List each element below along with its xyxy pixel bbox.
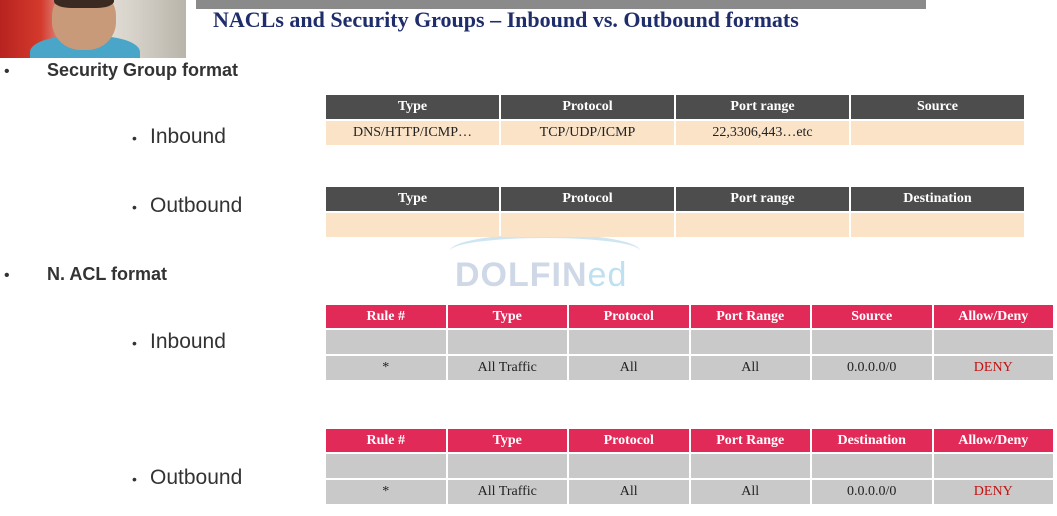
- table-row: * All Traffic All All 0.0.0.0/0 DENY: [326, 356, 1053, 380]
- table-cell: All: [690, 480, 810, 504]
- column-header: Protocol: [501, 95, 674, 119]
- table-cell: [326, 330, 446, 354]
- table-header-row: Rule # Type Protocol Port Range Destinat…: [326, 429, 1053, 452]
- table-cell: [501, 213, 674, 237]
- table-cell: 0.0.0.0/0: [812, 356, 932, 380]
- column-header: Port Range: [690, 305, 810, 328]
- column-header: Allow/Deny: [933, 429, 1053, 452]
- table-cell: *: [326, 480, 446, 504]
- table-cell: 22,3306,443…etc: [676, 121, 849, 145]
- table-cell: [447, 330, 567, 354]
- table-cell: [569, 330, 689, 354]
- table-row: [326, 213, 1024, 237]
- presenter-webcam: [0, 0, 186, 58]
- table-cell: [326, 454, 446, 478]
- column-header: Port range: [676, 187, 849, 211]
- deny-cell: DENY: [933, 480, 1053, 504]
- table-cell: All: [690, 356, 810, 380]
- column-header: Destination: [851, 187, 1024, 211]
- presenter-head: [52, 0, 116, 50]
- bullet-icon: •: [132, 471, 137, 487]
- column-header: Type: [447, 429, 567, 452]
- table-cell: *: [326, 356, 446, 380]
- table-row: [326, 330, 1053, 354]
- column-header: Rule #: [326, 305, 446, 328]
- watermark-main: DOLFIN: [455, 256, 588, 294]
- table-header-row: Type Protocol Port range Destination: [326, 187, 1024, 211]
- table-header-row: Type Protocol Port range Source: [326, 95, 1024, 119]
- table-row: * All Traffic All All 0.0.0.0/0 DENY: [326, 480, 1053, 504]
- nacl-inbound-table: Rule # Type Protocol Port Range Source A…: [324, 303, 1055, 382]
- table-cell: [690, 454, 810, 478]
- table-cell: All Traffic: [447, 480, 567, 504]
- table-cell: [690, 330, 810, 354]
- sg-inbound-label: Inbound: [150, 125, 226, 148]
- table-row: [326, 454, 1053, 478]
- column-header: Type: [447, 305, 567, 328]
- table-cell: All Traffic: [447, 356, 567, 380]
- column-header: Type: [326, 187, 499, 211]
- table-header-row: Rule # Type Protocol Port Range Source A…: [326, 305, 1053, 328]
- deny-cell: DENY: [933, 356, 1053, 380]
- table-cell: [569, 454, 689, 478]
- column-header: Port range: [676, 95, 849, 119]
- sg-outbound-table: Type Protocol Port range Destination: [324, 185, 1026, 239]
- table-cell: TCP/UDP/ICMP: [501, 121, 674, 145]
- column-header: Port Range: [690, 429, 810, 452]
- column-header: Rule #: [326, 429, 446, 452]
- watermark-suffix: ed: [587, 256, 628, 294]
- table-cell: [676, 213, 849, 237]
- watermark-logo: DOLFINed: [455, 256, 627, 295]
- table-cell: DNS/HTTP/ICMP…: [326, 121, 499, 145]
- nacl-heading: N. ACL format: [47, 264, 168, 284]
- nacl-outbound-label: Outbound: [150, 466, 243, 489]
- nacl-outbound-table: Rule # Type Protocol Port Range Destinat…: [324, 427, 1055, 506]
- table-cell: [851, 121, 1024, 145]
- column-header: Destination: [812, 429, 932, 452]
- table-cell: All: [569, 356, 689, 380]
- sg-heading: Security Group format: [47, 60, 239, 80]
- column-header: Protocol: [569, 429, 689, 452]
- title-bar-strip: [196, 0, 926, 9]
- table-cell: [812, 454, 932, 478]
- column-header: Source: [812, 305, 932, 328]
- slide-title: NACLs and Security Groups – Inbound vs. …: [213, 7, 799, 32]
- table-cell: [812, 330, 932, 354]
- sg-inbound-table: Type Protocol Port range Source DNS/HTTP…: [324, 93, 1026, 147]
- bullet-icon: •: [132, 199, 137, 215]
- table-cell: 0.0.0.0/0: [812, 480, 932, 504]
- nacl-inbound-label: Inbound: [150, 330, 226, 353]
- bullet-icon: •: [4, 267, 10, 284]
- bullet-icon: •: [4, 63, 10, 80]
- column-header: Source: [851, 95, 1024, 119]
- bullet-icon: •: [132, 335, 137, 351]
- table-row: DNS/HTTP/ICMP… TCP/UDP/ICMP 22,3306,443……: [326, 121, 1024, 145]
- column-header: Protocol: [569, 305, 689, 328]
- table-cell: [933, 454, 1053, 478]
- table-cell: [851, 213, 1024, 237]
- sg-outbound-label: Outbound: [150, 194, 243, 217]
- column-header: Type: [326, 95, 499, 119]
- bullet-icon: •: [132, 130, 137, 146]
- table-cell: [326, 213, 499, 237]
- table-cell: [933, 330, 1053, 354]
- table-cell: All: [569, 480, 689, 504]
- table-cell: [447, 454, 567, 478]
- column-header: Protocol: [501, 187, 674, 211]
- column-header: Allow/Deny: [933, 305, 1053, 328]
- presenter-hair: [54, 0, 114, 8]
